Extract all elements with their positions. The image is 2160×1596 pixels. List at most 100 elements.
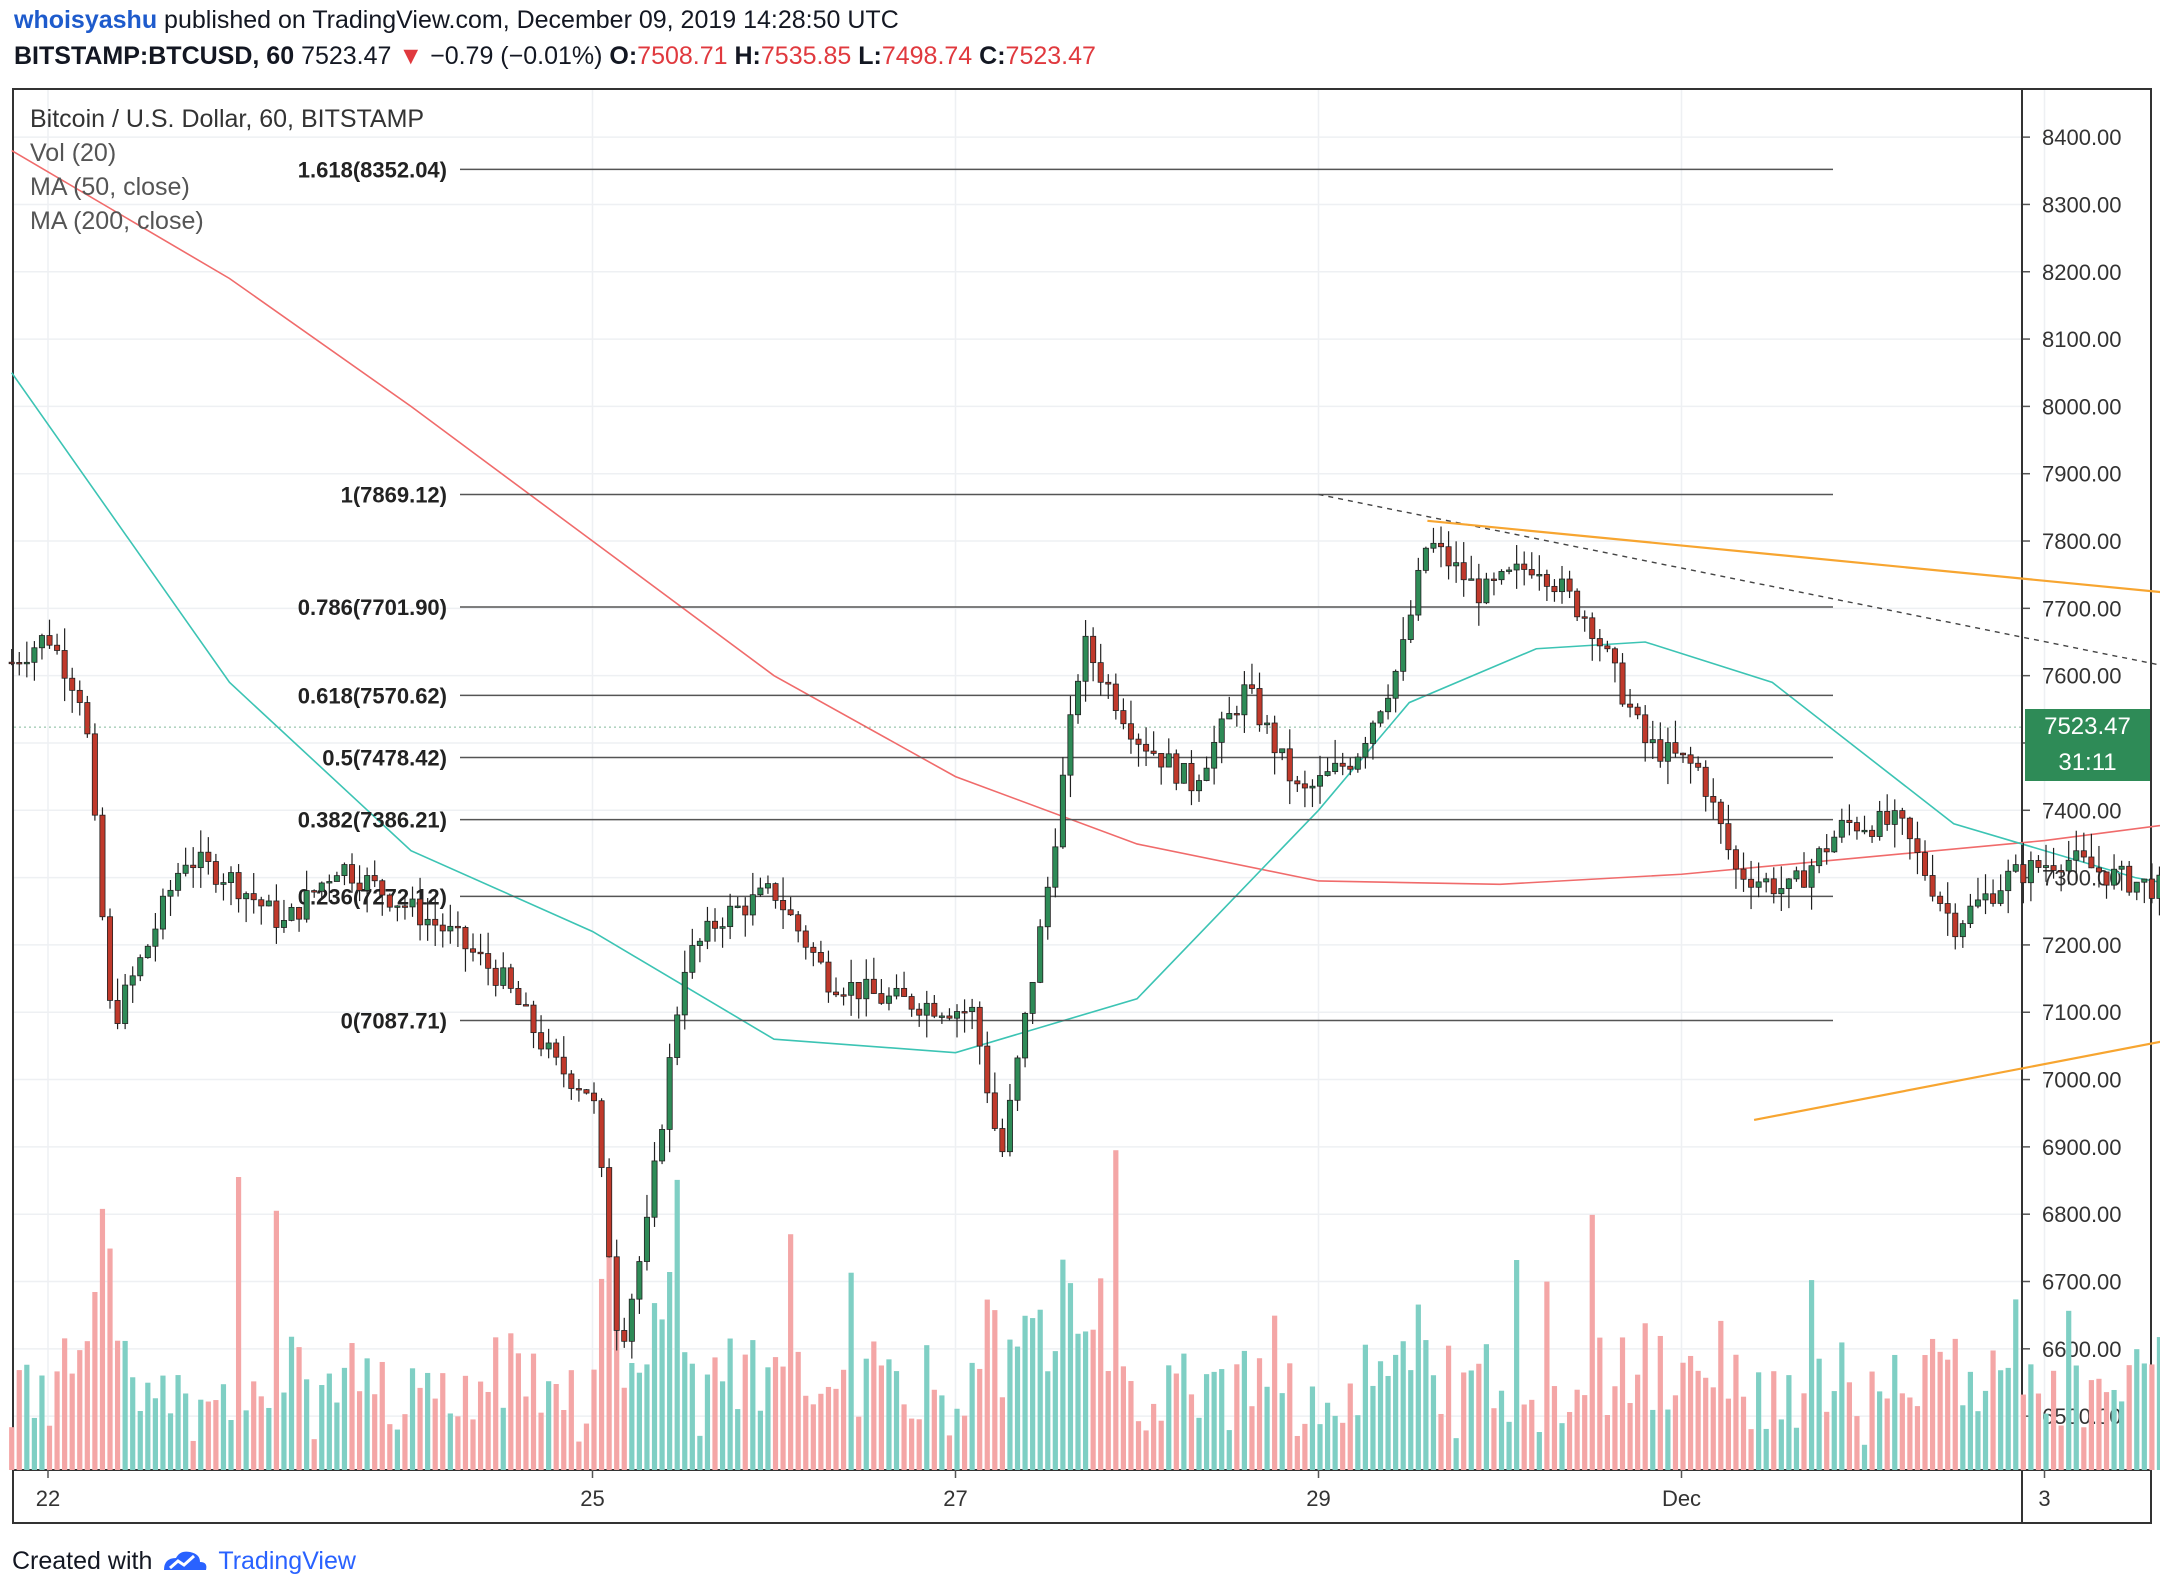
volume-bar [1007,1339,1013,1470]
candle-body [522,1004,529,1007]
candle-body [1959,923,1966,938]
symbol[interactable]: BITSTAMP:BTCUSD, 60 [14,42,295,70]
volume-bar [1657,1335,1663,1470]
volume-bar [1975,1411,1981,1470]
volume-bar [160,1375,166,1470]
volume-bar [1060,1259,1066,1470]
volume-bar [356,1391,363,1470]
volume-bar [614,1275,620,1470]
candle-body [1543,574,1550,587]
volume-bar [886,1359,892,1470]
volume-bar [780,1366,786,1470]
candle-body [1649,739,1656,744]
candle-body [636,1261,643,1300]
volume-bar [871,1341,877,1470]
volume-bar [1786,1375,1792,1470]
volume-bar [1884,1398,1890,1470]
candle-body [764,883,771,889]
volume-bar [1045,1371,1051,1470]
volume-bar [258,1396,264,1470]
tradingview-brand[interactable]: TradingView [218,1546,356,1575]
fib-level-label: 0(7087.71) [341,1009,447,1034]
volume-bar [455,1416,461,1470]
candle-body [1929,875,1936,897]
candle-body [1188,762,1195,792]
candle-body [159,895,166,930]
candle-body [243,893,250,900]
candle-body [1143,743,1150,752]
volume-bar [220,1384,227,1470]
volume-bar [977,1368,983,1470]
volume-bar [2081,1427,2087,1470]
candle-body [1770,878,1777,895]
last-price: 7523.47 [301,42,392,70]
volume-bar [69,1373,75,1470]
candle-body [976,1006,983,1047]
volume-bar [1302,1423,1308,1470]
volume-bar [2050,1370,2057,1470]
volume-bar [969,1362,975,1470]
candle-body [795,914,802,932]
legend-ma200[interactable]: MA (200, close) [30,207,204,235]
candle-body [1596,638,1603,647]
volume-bar [1294,1435,1300,1470]
volume-bar [757,1410,763,1470]
candle-body [833,991,840,996]
candle-body [1173,753,1180,784]
candle-body [341,864,348,877]
volume-bar [1181,1353,1187,1470]
volume-bar [1082,1331,1089,1470]
author-link[interactable]: whoisyashu [14,6,158,34]
candle-body [1324,771,1331,776]
volume-bar [364,1358,370,1470]
volume-bar [1672,1395,1679,1470]
candle-body [333,875,340,882]
volume-bar [402,1414,408,1470]
candle-body [114,1000,121,1024]
volume-bar [1877,1391,1883,1470]
candle-body [2088,856,2095,869]
volume-bar [1287,1363,1293,1470]
candle-body [916,1008,923,1016]
volume-bar [1173,1373,1179,1470]
candle-body [23,661,30,665]
candle-body [417,898,424,926]
high-label: H: [734,42,761,70]
candle-body [719,926,726,929]
volume-bar [644,1364,650,1470]
legend-ma50[interactable]: MA (50, close) [30,173,190,201]
volume-bar [470,1419,476,1470]
x-tick-label: 29 [1306,1486,1330,1511]
volume-bar [1377,1361,1384,1470]
candle-body [704,920,711,942]
candle-body [303,890,310,920]
volume-bar [462,1375,469,1470]
candle-body [643,1216,650,1262]
chart-frame[interactable] [12,88,2152,1524]
volume-bar [1869,1371,1875,1470]
volume-bar [712,1357,718,1470]
volume-bar [1990,1350,1996,1470]
candle-body [1785,878,1792,889]
volume-bar [152,1398,158,1470]
volume-bar [326,1373,332,1470]
candle-body [2156,874,2160,899]
volume-bar [1801,1393,1807,1470]
volume-bar [319,1385,325,1470]
footer: Created with TradingView [12,1546,356,1576]
candle-body [1861,829,1868,833]
volume-bar [765,1367,771,1470]
candle-body [553,1042,560,1058]
volume-bar [205,1401,211,1470]
volume-bar [1929,1338,1936,1470]
volume-bar [372,1394,378,1470]
volume-bar [1030,1318,1036,1470]
candle-body [424,918,431,926]
candle-body [311,890,318,893]
volume-bar [1536,1432,1542,1470]
x-tick-label: 3 [2038,1486,2050,1511]
volume-bar [946,1435,953,1470]
legend-volume[interactable]: Vol (20) [30,139,117,167]
volume-bar [1332,1415,1338,1470]
